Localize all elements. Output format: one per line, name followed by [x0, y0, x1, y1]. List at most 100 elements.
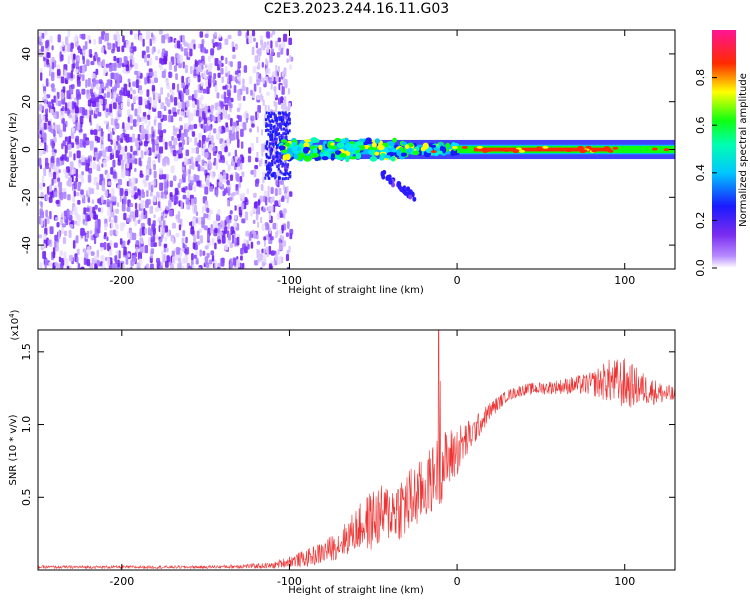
spectrogram-cell: [178, 110, 182, 116]
spectrogram-cell: [112, 43, 116, 51]
spectrogram-cell: [284, 123, 287, 127]
spectrogram-cell: [163, 213, 166, 219]
spectrogram-cell: [38, 105, 43, 111]
spectrogram-cell: [259, 160, 262, 167]
spectrogram-cell: [134, 192, 139, 199]
spectrogram-cell: [77, 199, 81, 205]
spectrogram-cell: [276, 119, 279, 123]
spectrogram-cell: [174, 127, 179, 132]
spectrogram-cell: [272, 171, 275, 175]
spectrogram-cell: [204, 33, 209, 38]
spectrogram-cell: [265, 142, 268, 146]
spectrogram-cell: [106, 236, 109, 242]
spectrogram-cell: [289, 64, 292, 70]
spectrogram-cell: [129, 114, 133, 124]
spectrogram-cell: [108, 64, 113, 72]
spectrogram-cell: [205, 137, 209, 143]
spectrogram-cell: [64, 69, 67, 79]
carrier-blob: [396, 149, 402, 156]
spectrogram-cell: [186, 109, 191, 117]
spectrogram-cell: [42, 115, 46, 122]
snr-xtick-label: 0: [454, 575, 461, 588]
spectrogram-cell: [92, 156, 96, 161]
spectrogram-cell: [240, 161, 243, 170]
carrier-blob: [330, 142, 335, 146]
spectrogram-cell: [237, 61, 242, 69]
spectrogram-cell: [273, 137, 276, 141]
spectrogram-cell: [193, 123, 198, 129]
spectrogram-cell: [236, 173, 240, 182]
spectrogram-cell: [268, 245, 272, 255]
spectrogram-cell: [269, 130, 272, 134]
spectrogram-cell: [97, 111, 102, 117]
carrier-blob: [324, 151, 329, 157]
spectrogram-cell: [282, 132, 285, 136]
spectrogram-cell: [286, 48, 289, 56]
spectrogram-cell: [118, 108, 122, 114]
spectrogram-cell: [193, 109, 197, 117]
spectrogram-cell: [244, 196, 248, 203]
spectrogram-cell: [162, 254, 166, 263]
spectrogram-cell: [182, 169, 187, 178]
spectrogram-cell: [59, 250, 63, 256]
snr-xlabel: Height of straight line (km): [288, 585, 424, 596]
spectrogram-cell: [275, 153, 278, 157]
spectrogram-cell: [178, 178, 183, 184]
spectrogram-cell: [193, 89, 198, 99]
spectrogram-cell: [185, 88, 190, 96]
spectrogram-cell: [278, 77, 281, 83]
spectrogram-cell: [161, 227, 165, 235]
carrier-blob: [312, 152, 320, 158]
spectrogram-cell: [75, 114, 78, 120]
spectrogram-cell: [279, 161, 282, 165]
spectrogram-cell: [86, 59, 90, 67]
spectrogram-cell: [212, 116, 216, 122]
spectrogram-cell: [154, 77, 158, 83]
spectrogram-cell: [250, 115, 255, 121]
spectrogram-cell: [215, 213, 220, 222]
spectrogram-cell: [141, 211, 144, 219]
spectrogram-cell: [284, 171, 287, 175]
spectrogram-cell: [272, 222, 277, 230]
spectrogram-cell: [256, 136, 259, 143]
spectrogram-cell: [260, 183, 264, 191]
spectrogram-cell: [70, 84, 75, 89]
spectrogram-cell: [160, 215, 164, 221]
spectrogram-cell: [281, 111, 284, 115]
spectrogram-cell: [244, 211, 249, 221]
spectrogram-cell: [132, 81, 136, 87]
spectrogram-cell: [227, 199, 230, 207]
spectrogram-cell: [200, 82, 205, 87]
spectrogram-cell: [210, 250, 215, 256]
snr-xtick-label: -200: [109, 575, 134, 588]
spectrogram-cell: [147, 109, 151, 116]
spectrogram-cell: [85, 162, 90, 172]
spectrogram-cell: [277, 248, 280, 255]
spectrogram-cell: [49, 210, 52, 220]
spectrogram-cell: [289, 174, 292, 178]
carrier-blob: [450, 149, 455, 157]
spectrogram-cell: [274, 148, 277, 155]
spectrogram-cell: [89, 187, 93, 195]
spectrogram-cell: [63, 230, 68, 237]
spectrogram-cell: [109, 249, 113, 256]
spectrogram-cell: [272, 120, 275, 124]
spectrogram-cell: [265, 68, 268, 75]
spectrogram-cell: [91, 199, 95, 204]
spectrogram-cell: [43, 122, 48, 130]
branch-blob: [408, 189, 413, 195]
spectrogram-cell: [65, 166, 70, 173]
snr-axes: -200 -100 0 100 0.5 1.0 1.5: [20, 330, 675, 588]
spectrogram-cell: [115, 31, 119, 37]
spectrogram-cell: [204, 186, 209, 195]
spectrogram-cell: [203, 70, 206, 80]
spectrogram-cell: [228, 92, 231, 99]
spectrogram-cell: [42, 132, 47, 141]
spectrogram-cell: [163, 243, 168, 248]
spectrogram-cell: [196, 230, 200, 240]
spectrogram-cell: [81, 64, 85, 74]
spectrogram-cell: [276, 165, 279, 169]
spectrogram-cell: [85, 207, 90, 212]
spectrogram-cell: [279, 43, 282, 50]
